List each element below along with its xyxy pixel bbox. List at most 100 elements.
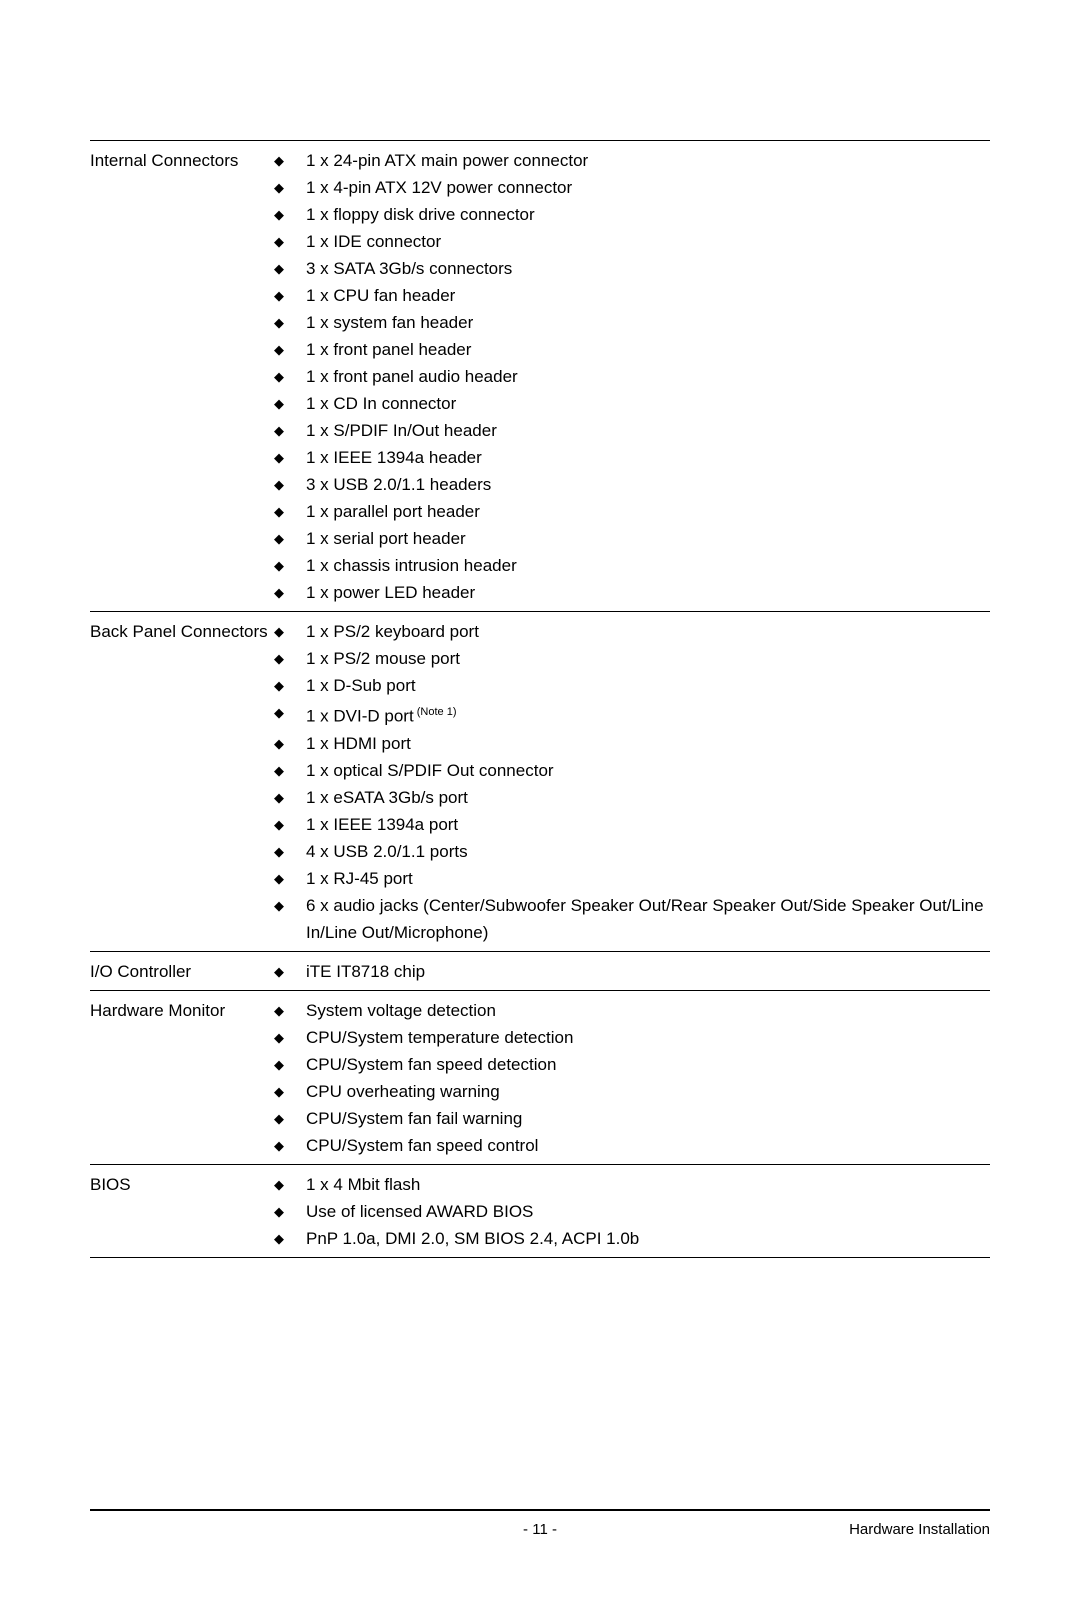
bullet-icon: ◆: [272, 892, 306, 919]
spec-item: ◆1 x PS/2 mouse port: [272, 645, 990, 672]
spec-item-text: System voltage detection: [306, 997, 990, 1024]
bullet-icon: ◆: [272, 1078, 306, 1105]
spec-section-label: Back Panel Connectors: [90, 616, 272, 946]
spec-item-text: 1 x parallel port header: [306, 498, 990, 525]
spec-item-text: 1 x front panel audio header: [306, 363, 990, 390]
spec-item-text: iTE IT8718 chip: [306, 958, 990, 985]
bullet-icon: ◆: [272, 645, 306, 672]
spec-item-text: 1 x system fan header: [306, 309, 990, 336]
bullet-icon: ◆: [272, 838, 306, 865]
spec-item-text: 4 x USB 2.0/1.1 ports: [306, 838, 990, 865]
spec-item-text: 6 x audio jacks (Center/Subwoofer Speake…: [306, 892, 990, 946]
spec-item: ◆1 x RJ-45 port: [272, 865, 990, 892]
spec-item-note: (Note 1): [414, 706, 457, 718]
spec-item-text: CPU overheating warning: [306, 1078, 990, 1105]
spec-item-text: 1 x 4 Mbit flash: [306, 1171, 990, 1198]
bullet-icon: ◆: [272, 1225, 306, 1252]
bullet-icon: ◆: [272, 525, 306, 552]
spec-item: ◆1 x eSATA 3Gb/s port: [272, 784, 990, 811]
bullet-icon: ◆: [272, 865, 306, 892]
bullet-icon: ◆: [272, 201, 306, 228]
spec-item: ◆1 x CPU fan header: [272, 282, 990, 309]
spec-item: ◆6 x audio jacks (Center/Subwoofer Speak…: [272, 892, 990, 946]
spec-item-text: 1 x IEEE 1394a port: [306, 811, 990, 838]
spec-table: Internal Connectors◆1 x 24-pin ATX main …: [90, 140, 990, 1258]
bullet-icon: ◆: [272, 579, 306, 606]
spec-item: ◆1 x CD In connector: [272, 390, 990, 417]
bullet-icon: ◆: [272, 1024, 306, 1051]
spec-item-text: CPU/System temperature detection: [306, 1024, 990, 1051]
spec-item: ◆1 x IEEE 1394a header: [272, 444, 990, 471]
bullet-icon: ◆: [272, 498, 306, 525]
spec-item: ◆PnP 1.0a, DMI 2.0, SM BIOS 2.4, ACPI 1.…: [272, 1225, 990, 1252]
bullet-icon: ◆: [272, 1132, 306, 1159]
bullet-icon: ◆: [272, 1171, 306, 1198]
spec-row: Internal Connectors◆1 x 24-pin ATX main …: [90, 141, 990, 612]
spec-item: ◆3 x USB 2.0/1.1 headers: [272, 471, 990, 498]
page: Internal Connectors◆1 x 24-pin ATX main …: [0, 0, 1080, 1604]
bullet-icon: ◆: [272, 471, 306, 498]
spec-section-items: ◆iTE IT8718 chip: [272, 956, 990, 985]
spec-item-text: 1 x IDE connector: [306, 228, 990, 255]
spec-item-text: 1 x front panel header: [306, 336, 990, 363]
spec-row: Hardware Monitor◆System voltage detectio…: [90, 991, 990, 1165]
bullet-icon: ◆: [272, 363, 306, 390]
spec-item: ◆1 x DVI-D port (Note 1): [272, 699, 990, 730]
spec-item: ◆1 x 4 Mbit flash: [272, 1171, 990, 1198]
spec-item: ◆Use of licensed AWARD BIOS: [272, 1198, 990, 1225]
bullet-icon: ◆: [272, 730, 306, 757]
spec-item-text: 1 x floppy disk drive connector: [306, 201, 990, 228]
page-footer: - 11 - Hardware Installation: [90, 1509, 990, 1538]
spec-item-text: 1 x S/PDIF In/Out header: [306, 417, 990, 444]
spec-item-text: 1 x RJ-45 port: [306, 865, 990, 892]
bullet-icon: ◆: [272, 336, 306, 363]
bullet-icon: ◆: [272, 672, 306, 699]
spec-item-text: 1 x optical S/PDIF Out connector: [306, 757, 990, 784]
bullet-icon: ◆: [272, 1051, 306, 1078]
bullet-icon: ◆: [272, 1105, 306, 1132]
spec-item: ◆1 x serial port header: [272, 525, 990, 552]
spec-item-text: 1 x DVI-D port (Note 1): [306, 699, 990, 730]
spec-section-items: ◆1 x 24-pin ATX main power connector◆1 x…: [272, 145, 990, 606]
spec-item: ◆1 x IEEE 1394a port: [272, 811, 990, 838]
spec-item-text: 1 x PS/2 mouse port: [306, 645, 990, 672]
spec-section-label: I/O Controller: [90, 956, 272, 985]
spec-section-label: Hardware Monitor: [90, 995, 272, 1159]
spec-item-text: PnP 1.0a, DMI 2.0, SM BIOS 2.4, ACPI 1.0…: [306, 1225, 990, 1252]
bullet-icon: ◆: [272, 618, 306, 645]
spec-item: ◆1 x floppy disk drive connector: [272, 201, 990, 228]
bullet-icon: ◆: [272, 282, 306, 309]
spec-item: ◆CPU/System fan speed detection: [272, 1051, 990, 1078]
spec-item-text: 1 x HDMI port: [306, 730, 990, 757]
bullet-icon: ◆: [272, 958, 306, 985]
spec-item-text: CPU/System fan speed control: [306, 1132, 990, 1159]
spec-item-text: 1 x chassis intrusion header: [306, 552, 990, 579]
spec-item: ◆1 x S/PDIF In/Out header: [272, 417, 990, 444]
spec-item: ◆CPU/System temperature detection: [272, 1024, 990, 1051]
spec-item: ◆1 x optical S/PDIF Out connector: [272, 757, 990, 784]
spec-item-text: 1 x PS/2 keyboard port: [306, 618, 990, 645]
spec-item-text: 1 x power LED header: [306, 579, 990, 606]
spec-item-text: Use of licensed AWARD BIOS: [306, 1198, 990, 1225]
spec-section-label: Internal Connectors: [90, 145, 272, 606]
spec-item-text: CPU/System fan speed detection: [306, 1051, 990, 1078]
spec-item-text: 3 x USB 2.0/1.1 headers: [306, 471, 990, 498]
bullet-icon: ◆: [272, 1198, 306, 1225]
spec-section-items: ◆1 x PS/2 keyboard port◆1 x PS/2 mouse p…: [272, 616, 990, 946]
spec-item: ◆1 x HDMI port: [272, 730, 990, 757]
spec-section-items: ◆1 x 4 Mbit flash◆Use of licensed AWARD …: [272, 1169, 990, 1252]
spec-item: ◆1 x PS/2 keyboard port: [272, 618, 990, 645]
bullet-icon: ◆: [272, 390, 306, 417]
spec-item-text: 1 x CD In connector: [306, 390, 990, 417]
bullet-icon: ◆: [272, 228, 306, 255]
bullet-icon: ◆: [272, 174, 306, 201]
bullet-icon: ◆: [272, 444, 306, 471]
spec-item: ◆1 x parallel port header: [272, 498, 990, 525]
spec-item-text: CPU/System fan fail warning: [306, 1105, 990, 1132]
spec-item-text: 1 x serial port header: [306, 525, 990, 552]
bullet-icon: ◆: [272, 757, 306, 784]
spec-item: ◆1 x system fan header: [272, 309, 990, 336]
bullet-icon: ◆: [272, 811, 306, 838]
bullet-icon: ◆: [272, 417, 306, 444]
spec-item: ◆1 x front panel audio header: [272, 363, 990, 390]
